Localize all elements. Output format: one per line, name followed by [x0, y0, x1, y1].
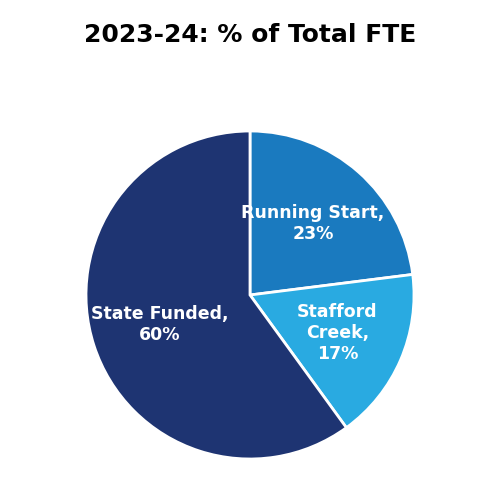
Text: State Funded,
60%: State Funded, 60%	[91, 305, 228, 344]
Text: Running Start,
23%: Running Start, 23%	[242, 204, 384, 243]
Wedge shape	[250, 131, 412, 295]
Text: Stafford
Creek,
17%: Stafford Creek, 17%	[297, 303, 378, 362]
Wedge shape	[86, 131, 346, 459]
Wedge shape	[250, 274, 414, 428]
Text: 2023-24: % of Total FTE: 2023-24: % of Total FTE	[84, 23, 416, 47]
